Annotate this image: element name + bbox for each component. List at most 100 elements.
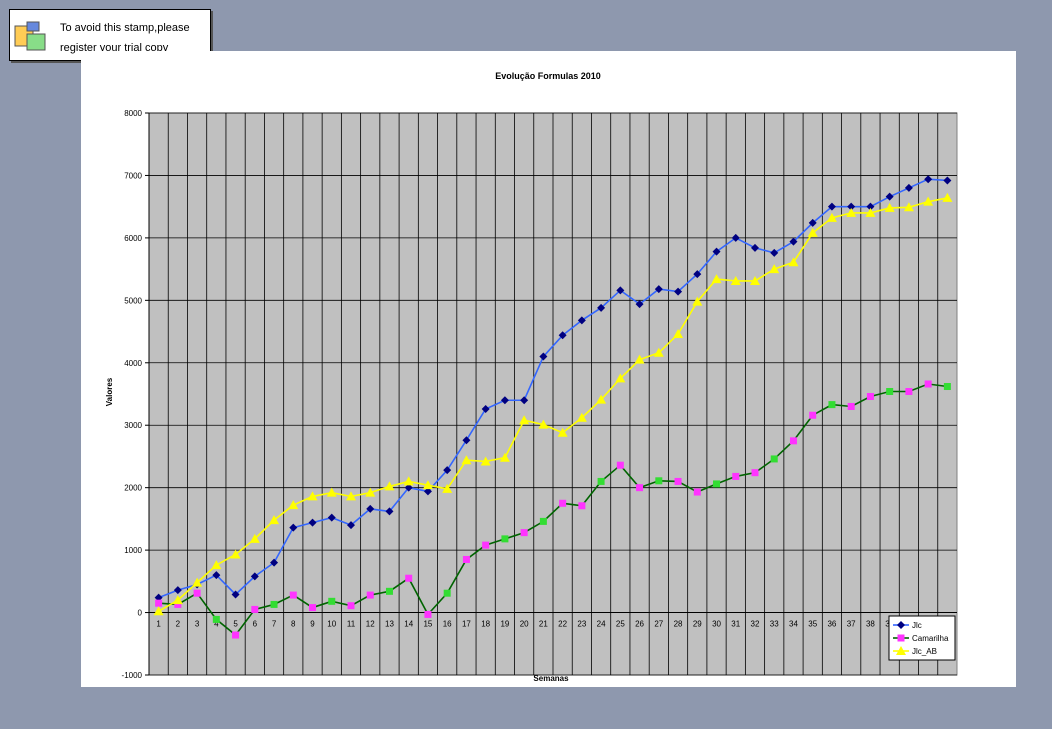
legend-label: Jlc_AB: [912, 647, 937, 656]
data-point: [905, 388, 913, 396]
data-point: [712, 247, 721, 256]
data-point: [462, 555, 470, 563]
data-point: [616, 461, 624, 469]
data-point: [501, 535, 509, 543]
data-point: [559, 499, 567, 507]
data-point: [770, 248, 779, 257]
data-point: [174, 600, 182, 608]
data-point: [827, 202, 836, 211]
data-point: [615, 373, 626, 383]
x-tick-label: 18: [481, 620, 490, 629]
data-point: [943, 176, 952, 185]
data-point: [288, 500, 299, 510]
x-tick-label: 16: [443, 620, 452, 629]
series-jlc: [154, 175, 952, 602]
data-point: [443, 466, 452, 475]
data-point: [232, 631, 240, 639]
data-point: [578, 502, 586, 510]
x-tick-label: 15: [423, 620, 432, 629]
legend-label: Jlc: [912, 621, 922, 630]
data-point: [155, 599, 163, 607]
data-point: [251, 605, 259, 613]
data-point: [809, 411, 817, 419]
y-tick-label: 4000: [124, 359, 142, 368]
data-point: [711, 274, 722, 284]
data-point: [307, 491, 318, 501]
data-point: [576, 412, 587, 422]
x-tick-label: 3: [195, 620, 200, 629]
data-point: [462, 436, 471, 445]
x-tick-label: 4: [214, 620, 219, 629]
y-tick-label: 6000: [124, 234, 142, 243]
data-point: [596, 394, 607, 404]
x-tick-label: 12: [366, 620, 375, 629]
x-tick-label: 38: [866, 620, 875, 629]
data-point: [403, 476, 414, 486]
data-point: [826, 212, 837, 222]
data-point: [423, 487, 432, 496]
data-point: [807, 227, 818, 237]
x-tick-label: 19: [500, 620, 509, 629]
data-point: [192, 577, 203, 587]
x-tick-label: 30: [712, 620, 721, 629]
data-point: [692, 296, 703, 306]
data-point: [365, 487, 376, 497]
y-tick-label: 5000: [124, 296, 142, 305]
legend-label: Camarilha: [912, 634, 949, 643]
x-tick-label: 21: [539, 620, 548, 629]
trial-stamp: To avoid this stamp,please register your…: [9, 9, 211, 61]
data-point: [635, 300, 644, 309]
data-point: [616, 286, 625, 295]
data-point: [674, 287, 683, 296]
data-point: [269, 515, 280, 525]
data-point: [327, 513, 336, 522]
data-point: [172, 595, 183, 605]
data-point: [422, 480, 433, 490]
data-point: [539, 352, 548, 361]
data-point: [230, 549, 241, 559]
data-point: [500, 396, 509, 405]
x-tick-label: 14: [404, 620, 413, 629]
data-point: [847, 402, 855, 410]
data-point: [173, 586, 182, 595]
series-line: [158, 178, 948, 599]
data-point: [693, 270, 702, 279]
x-tick-label: 11: [347, 620, 356, 629]
y-tick-label: 2000: [124, 484, 142, 493]
x-tick-label: 17: [462, 620, 471, 629]
data-point: [904, 183, 913, 192]
data-point: [558, 331, 567, 340]
data-point: [789, 437, 797, 445]
data-point: [751, 469, 759, 477]
x-tick-label: 31: [731, 620, 740, 629]
legend-swatch-marker: [897, 621, 905, 629]
y-axis-title: Valores: [105, 377, 114, 406]
series-camarilha: [155, 380, 951, 639]
y-tick-label: 7000: [124, 171, 142, 180]
data-point: [366, 504, 375, 513]
data-point: [885, 192, 894, 201]
chart-title: Evolução Formulas 2010: [495, 71, 601, 81]
data-point: [328, 597, 336, 605]
x-tick-label: 1: [156, 620, 161, 629]
stamp-windows-icon: [14, 21, 46, 51]
data-point: [730, 275, 741, 285]
data-point: [654, 285, 663, 294]
data-point: [884, 202, 895, 212]
data-point: [250, 572, 259, 581]
data-point: [828, 401, 836, 409]
data-point: [808, 218, 817, 227]
data-point: [924, 380, 932, 388]
legend-swatch-marker: [896, 646, 906, 655]
data-point: [347, 521, 355, 530]
data-point: [346, 491, 356, 501]
x-tick-label: 28: [674, 620, 683, 629]
data-point: [655, 477, 663, 485]
data-point: [788, 257, 799, 267]
data-point: [538, 419, 549, 429]
data-point: [211, 560, 222, 570]
x-tick-label: 27: [654, 620, 663, 629]
x-tick-label: 2: [176, 620, 181, 629]
data-point: [924, 175, 933, 184]
